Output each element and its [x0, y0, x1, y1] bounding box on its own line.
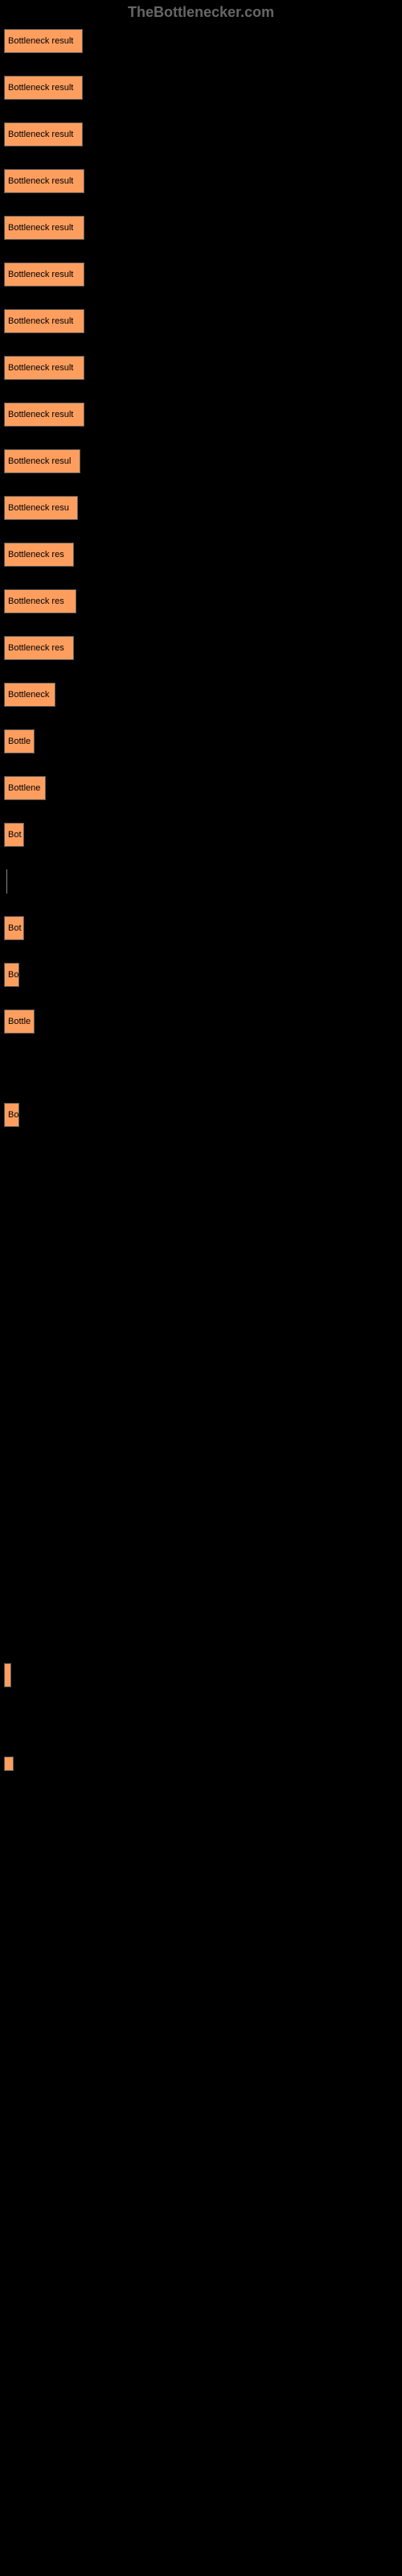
bar-label: Bot [8, 830, 22, 840]
bar-row: Bottleneck result [4, 262, 398, 287]
bar-label: Bottleneck result [8, 176, 73, 186]
bar-label: Bottleneck res [8, 550, 64, 559]
bar-row: Bottleneck result [4, 76, 398, 100]
bar-label: Bottleneck result [8, 363, 73, 373]
bar-label: Bottleneck result [8, 36, 73, 46]
bar-row [4, 1523, 398, 1547]
bar-label: Bottleneck resu [8, 503, 69, 513]
bar-row [4, 1150, 398, 1174]
bar-chart: Bottleneck result Bottleneck result Bottle… [0, 29, 402, 1771]
bar: Bottle [4, 729, 35, 753]
bar: Bottleneck [4, 683, 55, 707]
bar-row [4, 1336, 398, 1360]
bar-label: Bottleneck result [8, 83, 73, 93]
bar-label: Bottleneck resul [8, 456, 71, 466]
bar-label: Bottleneck result [8, 316, 73, 326]
bar: Bottleneck result [4, 122, 83, 147]
bar-row [4, 1196, 398, 1220]
bar: Bottleneck result [4, 356, 84, 380]
bar-row [4, 1056, 398, 1080]
bar: Bottle [4, 1009, 35, 1034]
bar-row [4, 1710, 398, 1734]
bar-row: Bottlene [4, 776, 398, 800]
bar: Bottleneck resul [4, 449, 80, 473]
bar-row [4, 1757, 398, 1771]
bar-row: Bottleneck result [4, 356, 398, 380]
bar: Bottleneck res [4, 543, 74, 567]
bar-label: Bo [8, 1110, 18, 1120]
bar-row: Bo [4, 1103, 398, 1127]
bar-label: Bottlene [8, 783, 40, 793]
bar: Bottleneck res [4, 589, 76, 613]
bar-row: Bot [4, 823, 398, 847]
bar-label: Bo [8, 970, 18, 980]
bar: Bottlene [4, 776, 46, 800]
bar: Bottleneck resu [4, 496, 78, 520]
bar: Bot [4, 823, 24, 847]
bar: Bottleneck result [4, 309, 84, 333]
bar: Bo [4, 963, 19, 987]
bar-label: Bottle [8, 1017, 31, 1026]
bar-row [4, 1476, 398, 1501]
bar-row [4, 869, 398, 894]
bar-label: Bottleneck result [8, 130, 73, 139]
bar-row [4, 1243, 398, 1267]
bar-row [4, 1570, 398, 1594]
bar-row: Bot [4, 916, 398, 940]
bar-row: Bottleneck [4, 683, 398, 707]
bar: Bo [4, 1103, 19, 1127]
bar: Bottleneck result [4, 262, 84, 287]
bar: Bottleneck result [4, 76, 83, 100]
bar-row: Bottleneck res [4, 543, 398, 567]
bar [4, 1663, 11, 1687]
bar-row: Bottleneck resu [4, 496, 398, 520]
bar-label: Bottleneck res [8, 597, 64, 606]
bar-row: Bottle [4, 1009, 398, 1034]
bar-row: Bottleneck resul [4, 449, 398, 473]
bar-row: Bo [4, 963, 398, 987]
header-title: TheBottlenecker.com [128, 4, 274, 20]
bar-row [4, 1430, 398, 1454]
bar-row: Bottleneck result [4, 169, 398, 193]
bar: Bot [4, 916, 24, 940]
bar-row: Bottleneck result [4, 122, 398, 147]
bar-label: Bottleneck res [8, 643, 64, 653]
bar-row: Bottleneck result [4, 29, 398, 53]
bar-label: Bottleneck [8, 690, 49, 700]
bar-row: Bottleneck result [4, 216, 398, 240]
bar-line [6, 869, 7, 894]
bar: Bottleneck result [4, 402, 84, 427]
bar: Bottleneck res [4, 636, 74, 660]
bar-row [4, 1383, 398, 1407]
bar-row: Bottle [4, 729, 398, 753]
bar: Bottleneck result [4, 29, 83, 53]
bar-row [4, 1663, 398, 1687]
bar-label: Bot [8, 923, 22, 933]
bar-row: Bottleneck result [4, 309, 398, 333]
bar-row: Bottleneck res [4, 636, 398, 660]
bar-row [4, 1290, 398, 1314]
bar [4, 1757, 14, 1771]
bar-row: Bottleneck res [4, 589, 398, 613]
header: TheBottlenecker.com [0, 0, 402, 29]
bar-label: Bottleneck result [8, 270, 73, 279]
bar-label: Bottleneck result [8, 223, 73, 233]
bar: Bottleneck result [4, 169, 84, 193]
bar-label: Bottleneck result [8, 410, 73, 419]
bar-label: Bottle [8, 737, 31, 746]
bar: Bottleneck result [4, 216, 84, 240]
bar-row [4, 1616, 398, 1641]
bar-row: Bottleneck result [4, 402, 398, 427]
